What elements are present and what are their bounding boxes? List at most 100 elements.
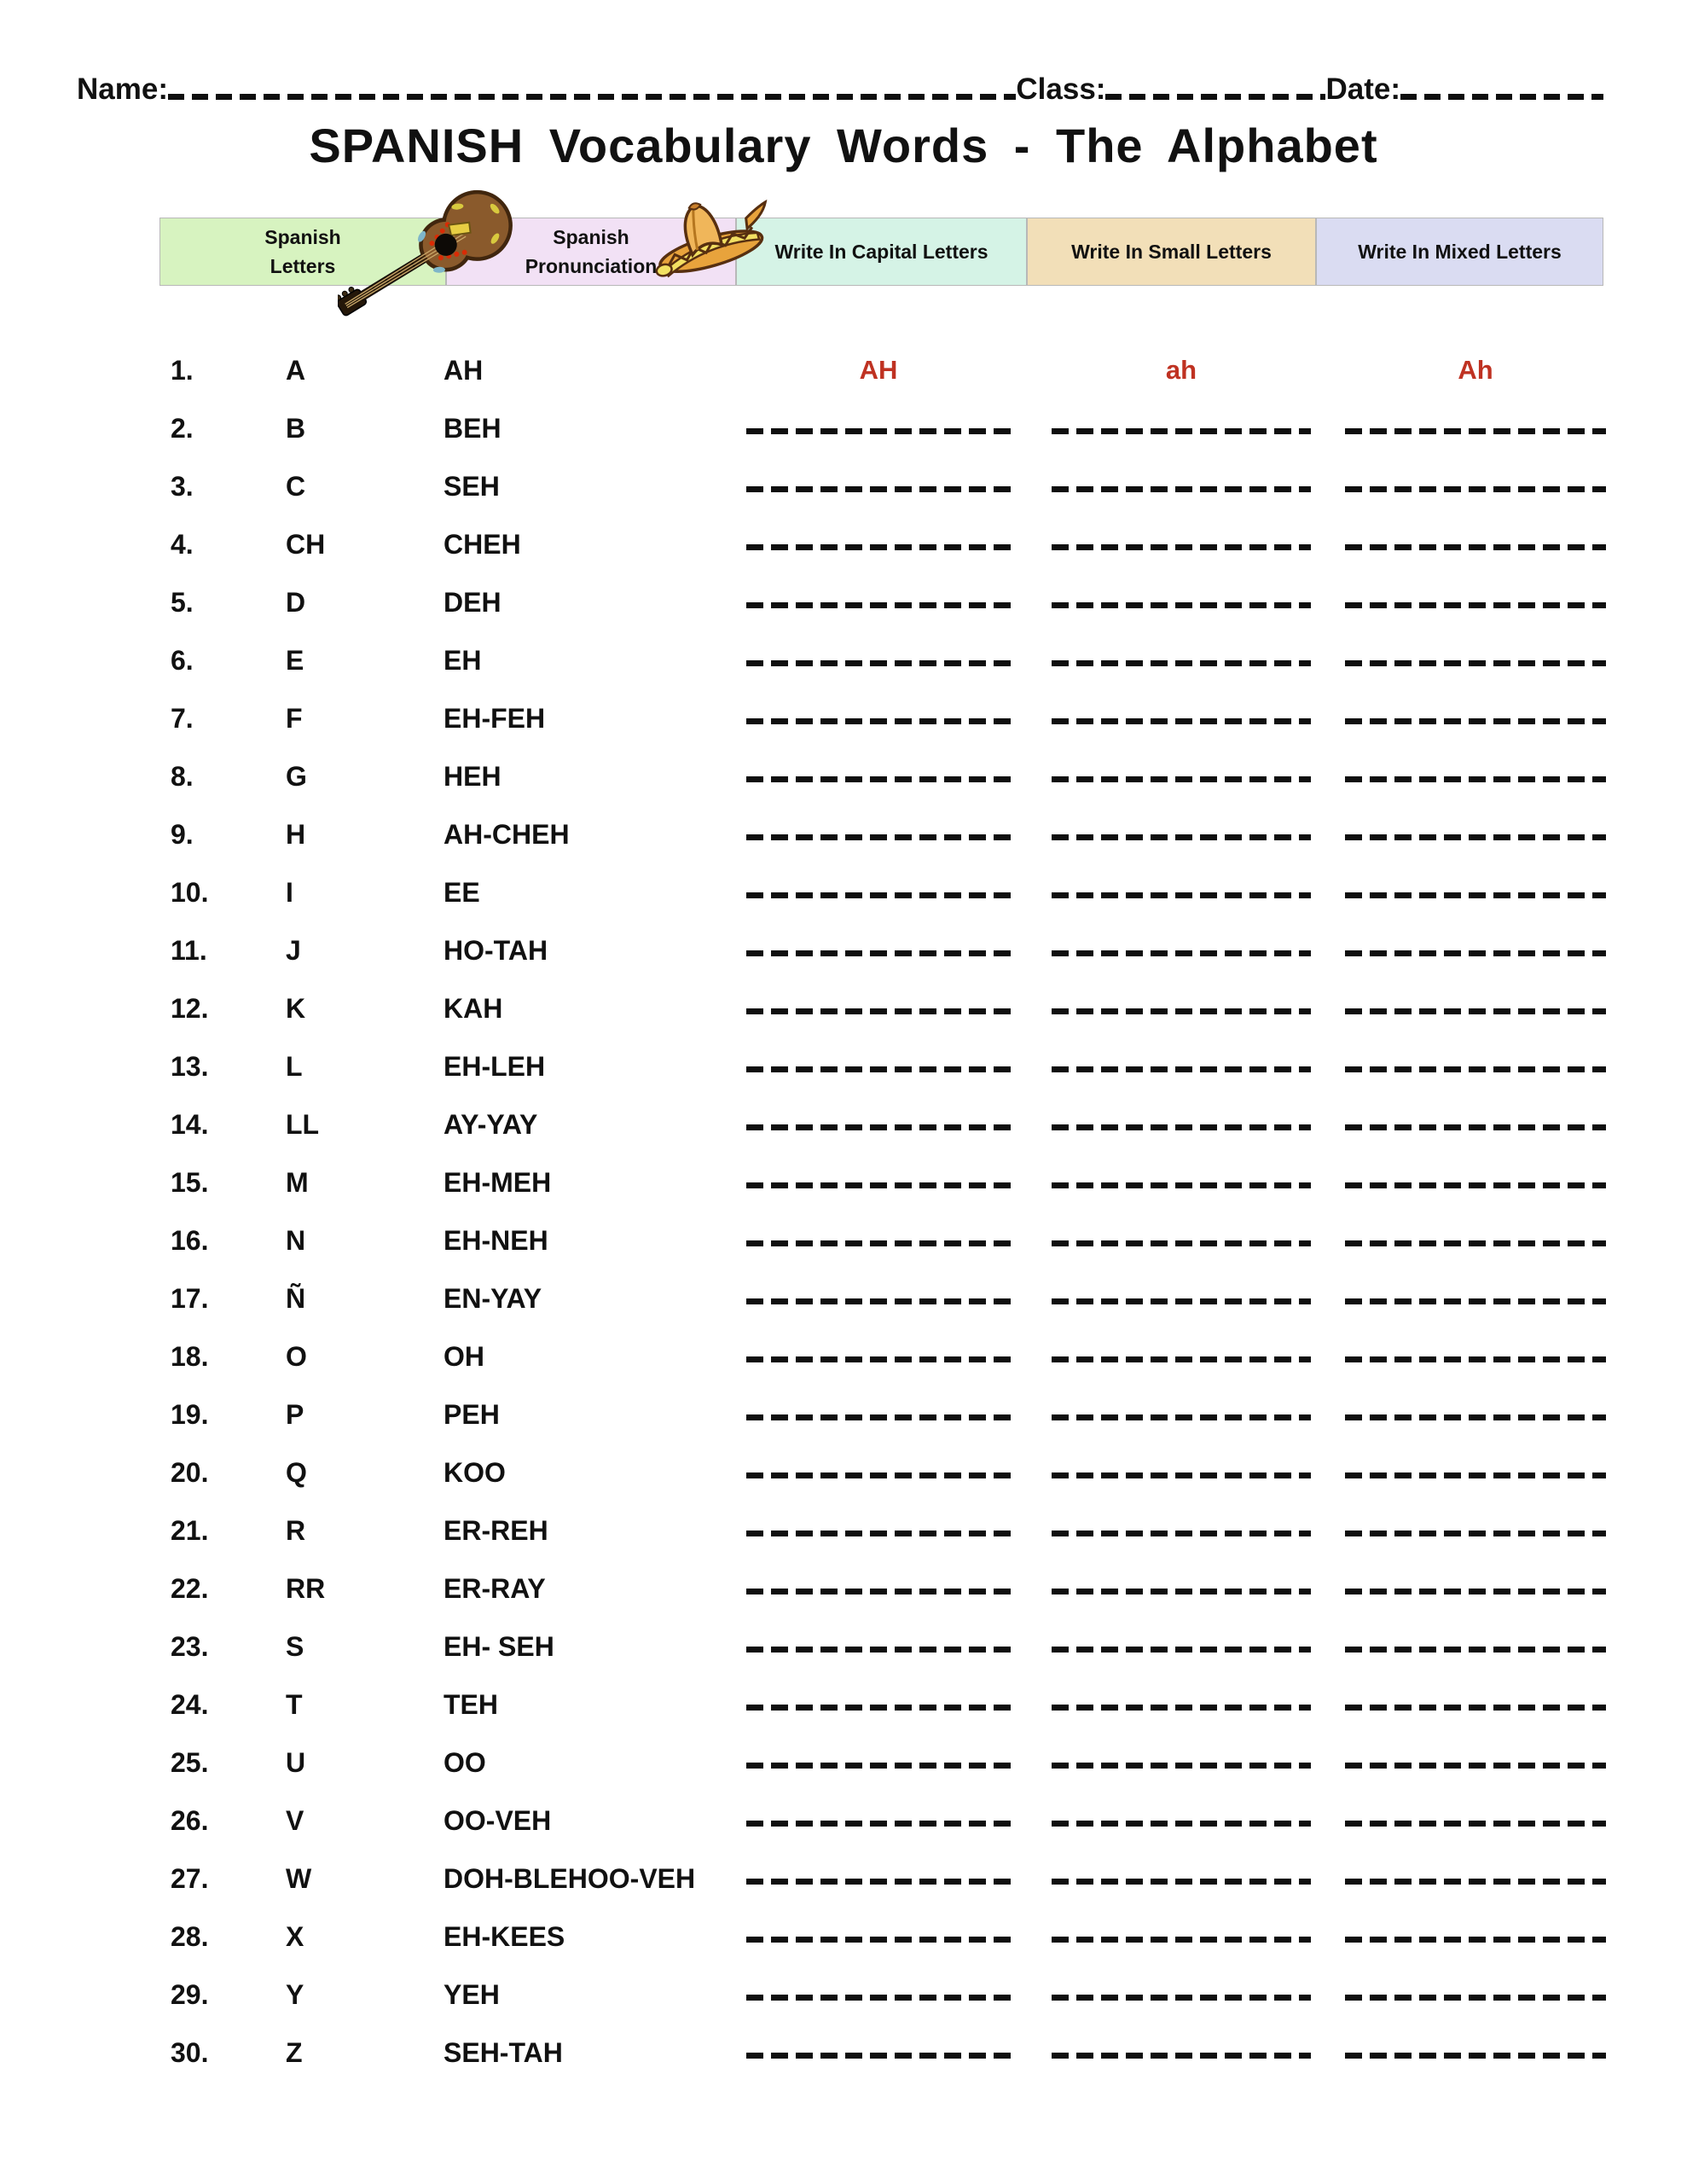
answer-blank-small[interactable] (1052, 2053, 1311, 2059)
answer-blank-mixed[interactable] (1345, 834, 1606, 840)
answer-blank-mixed[interactable] (1345, 776, 1606, 782)
answer-blank-capital[interactable] (746, 1240, 1011, 1246)
answer-blank-mixed[interactable] (1345, 1531, 1606, 1536)
answer-blank-mixed[interactable] (1345, 718, 1606, 724)
answer-blank-capital[interactable] (746, 1705, 1011, 1711)
answer-blank-mixed[interactable] (1345, 950, 1606, 956)
answer-blank-capital[interactable] (746, 1937, 1011, 1943)
answer-blank-small[interactable] (1052, 1066, 1311, 1072)
spanish-letter: F (286, 703, 303, 734)
answer-blank-small[interactable] (1052, 1414, 1311, 1420)
answer-blank-small[interactable] (1052, 718, 1311, 724)
answer-blank-small[interactable] (1052, 660, 1311, 666)
answer-blank-small[interactable] (1052, 892, 1311, 898)
answer-blank-capital[interactable] (746, 1821, 1011, 1827)
answer-blank-capital[interactable] (746, 1414, 1011, 1420)
answer-blank-capital[interactable] (746, 1995, 1011, 2001)
answer-blank-capital[interactable] (746, 1647, 1011, 1653)
answer-blank-capital[interactable] (746, 1589, 1011, 1594)
answer-blank-capital[interactable] (746, 834, 1011, 840)
answer-blank-small[interactable] (1052, 1589, 1311, 1594)
pronunciation: OO (443, 1747, 486, 1778)
answer-blank-mixed[interactable] (1345, 1589, 1606, 1594)
answer-blank-mixed[interactable] (1345, 1995, 1606, 2001)
answer-blank-capital[interactable] (746, 660, 1011, 666)
answer-blank-mixed[interactable] (1345, 486, 1606, 492)
answer-blank-mixed[interactable] (1345, 660, 1606, 666)
table-row: 19. P PEH (0, 1396, 1687, 1433)
answer-blank-small[interactable] (1052, 1356, 1311, 1362)
spanish-letter: K (286, 993, 306, 1024)
answer-blank-mixed[interactable] (1345, 1705, 1606, 1711)
table-row: 5. D DEH (0, 584, 1687, 621)
answer-blank-small[interactable] (1052, 1182, 1311, 1188)
answer-blank-mixed[interactable] (1345, 1647, 1606, 1653)
answer-blank-small[interactable] (1052, 602, 1311, 608)
row-number: 2. (171, 413, 194, 444)
answer-blank-capital[interactable] (746, 1182, 1011, 1188)
name-blank-line[interactable] (167, 94, 1017, 100)
answer-blank-mixed[interactable] (1345, 428, 1606, 434)
answer-blank-small[interactable] (1052, 1472, 1311, 1478)
answer-blank-mixed[interactable] (1345, 2053, 1606, 2059)
answer-blank-small[interactable] (1052, 1124, 1311, 1130)
answer-blank-capital[interactable] (746, 1531, 1011, 1536)
answer-blank-small[interactable] (1052, 776, 1311, 782)
answer-blank-capital[interactable] (746, 1298, 1011, 1304)
answer-blank-capital[interactable] (746, 544, 1011, 550)
answer-blank-small[interactable] (1052, 1647, 1311, 1653)
answer-blank-mixed[interactable] (1345, 1182, 1606, 1188)
answer-blank-capital[interactable] (746, 1356, 1011, 1362)
answer-blank-mixed[interactable] (1345, 1124, 1606, 1130)
answer-blank-small[interactable] (1052, 1763, 1311, 1769)
answer-blank-mixed[interactable] (1345, 1414, 1606, 1420)
answer-blank-small[interactable] (1052, 1995, 1311, 2001)
answer-blank-mixed[interactable] (1345, 1472, 1606, 1478)
answer-blank-mixed[interactable] (1345, 1298, 1606, 1304)
answer-blank-small[interactable] (1052, 428, 1311, 434)
answer-blank-capital[interactable] (746, 1763, 1011, 1769)
answer-blank-small[interactable] (1052, 1879, 1311, 1885)
class-blank-line[interactable] (1105, 94, 1326, 100)
answer-blank-mixed[interactable] (1345, 892, 1606, 898)
row-number: 21. (171, 1515, 209, 1546)
answer-blank-capital[interactable] (746, 602, 1011, 608)
answer-blank-capital[interactable] (746, 892, 1011, 898)
answer-blank-mixed[interactable] (1345, 1879, 1606, 1885)
answer-blank-mixed[interactable] (1345, 544, 1606, 550)
spanish-letter: J (286, 935, 301, 966)
answer-blank-mixed[interactable] (1345, 602, 1606, 608)
answer-blank-capital[interactable] (746, 1008, 1011, 1014)
answer-blank-capital[interactable] (746, 776, 1011, 782)
answer-blank-capital[interactable] (746, 1066, 1011, 1072)
answer-blank-mixed[interactable] (1345, 1066, 1606, 1072)
answer-blank-small[interactable] (1052, 834, 1311, 840)
date-blank-line[interactable] (1400, 94, 1603, 100)
answer-blank-small[interactable] (1052, 1821, 1311, 1827)
answer-blank-small[interactable] (1052, 1937, 1311, 1943)
answer-blank-mixed[interactable] (1345, 1356, 1606, 1362)
answer-blank-mixed[interactable] (1345, 1763, 1606, 1769)
answer-blank-capital[interactable] (746, 1124, 1011, 1130)
answer-blank-mixed[interactable] (1345, 1937, 1606, 1943)
answer-blank-capital[interactable] (746, 1472, 1011, 1478)
answer-blank-small[interactable] (1052, 1298, 1311, 1304)
answer-blank-small[interactable] (1052, 544, 1311, 550)
table-row: 20. Q KOO (0, 1454, 1687, 1491)
answer-blank-small[interactable] (1052, 1531, 1311, 1536)
answer-blank-capital[interactable] (746, 718, 1011, 724)
answer-blank-small[interactable] (1052, 486, 1311, 492)
answer-blank-mixed[interactable] (1345, 1008, 1606, 1014)
spanish-letter: CH (286, 529, 326, 560)
answer-blank-capital[interactable] (746, 486, 1011, 492)
answer-blank-mixed[interactable] (1345, 1240, 1606, 1246)
answer-blank-capital[interactable] (746, 950, 1011, 956)
answer-blank-small[interactable] (1052, 1240, 1311, 1246)
answer-blank-small[interactable] (1052, 1705, 1311, 1711)
answer-blank-mixed[interactable] (1345, 1821, 1606, 1827)
answer-blank-small[interactable] (1052, 1008, 1311, 1014)
answer-blank-small[interactable] (1052, 950, 1311, 956)
answer-blank-capital[interactable] (746, 428, 1011, 434)
answer-blank-capital[interactable] (746, 1879, 1011, 1885)
answer-blank-capital[interactable] (746, 2053, 1011, 2059)
